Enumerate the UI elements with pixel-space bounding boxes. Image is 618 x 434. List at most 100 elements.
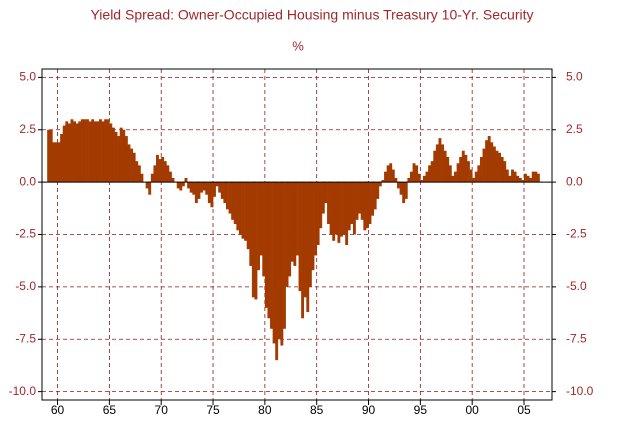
bar — [316, 182, 320, 245]
bar — [381, 180, 385, 183]
x-tick-label: 90 — [362, 403, 376, 417]
bar — [47, 129, 51, 183]
bar — [477, 165, 481, 183]
bar — [505, 169, 509, 183]
bar — [464, 154, 468, 183]
bar — [441, 144, 444, 183]
bar — [521, 180, 525, 183]
bar — [181, 182, 185, 187]
bar — [70, 119, 74, 183]
bar — [246, 182, 250, 250]
bar — [536, 173, 540, 183]
bar — [106, 119, 110, 183]
bar — [83, 119, 87, 183]
bar — [397, 182, 400, 189]
bar — [347, 182, 351, 231]
bar — [293, 182, 297, 266]
bar — [57, 142, 61, 183]
x-tick-label: 60 — [51, 403, 65, 417]
y-tick-label: 2.5 — [566, 122, 583, 136]
bar — [490, 142, 494, 183]
bar — [487, 136, 491, 183]
y-tick-label: -7.5 — [566, 331, 587, 345]
bar — [371, 182, 375, 216]
bar — [529, 177, 533, 183]
bar — [187, 182, 191, 189]
bar — [176, 182, 180, 189]
bar — [158, 159, 162, 183]
bar — [277, 182, 281, 340]
bar — [340, 182, 343, 237]
bar — [508, 175, 512, 183]
bar — [111, 127, 115, 183]
bar — [425, 171, 429, 183]
bar — [451, 175, 455, 183]
bar — [96, 121, 100, 183]
bar — [368, 182, 372, 225]
bar — [435, 144, 439, 183]
bar — [231, 182, 235, 220]
bar — [207, 182, 211, 204]
bar — [109, 123, 113, 183]
bar — [430, 161, 434, 183]
bar — [275, 182, 279, 361]
bar — [104, 119, 108, 183]
x-tick-label: 95 — [414, 403, 428, 417]
bar — [513, 171, 517, 183]
bar — [264, 182, 268, 308]
bar — [192, 182, 196, 195]
bar — [78, 121, 82, 183]
bar — [122, 129, 126, 183]
bar — [332, 182, 336, 241]
bar — [67, 123, 71, 183]
bar — [202, 182, 206, 191]
x-tick-label: 85 — [310, 403, 324, 417]
bar — [117, 136, 121, 183]
bar — [197, 182, 201, 199]
bar — [448, 165, 452, 183]
bar — [498, 152, 501, 183]
bar — [288, 182, 292, 277]
bar — [223, 182, 227, 204]
bar — [311, 182, 315, 271]
bar — [378, 182, 382, 187]
bar — [270, 182, 273, 329]
bar — [215, 182, 219, 187]
bar — [272, 182, 276, 344]
bar — [524, 173, 527, 183]
bar — [254, 182, 258, 300]
bar — [308, 182, 312, 287]
bar — [324, 182, 328, 204]
bar — [75, 123, 79, 183]
bar — [130, 148, 134, 183]
x-tick-label: 80 — [258, 403, 272, 417]
bar — [402, 182, 406, 204]
bar — [184, 177, 188, 183]
bar — [345, 182, 349, 245]
bar — [454, 171, 457, 183]
bar — [257, 182, 260, 271]
bar — [295, 182, 299, 256]
bar — [241, 182, 245, 239]
bar — [54, 142, 58, 183]
bar — [306, 182, 310, 313]
bar — [391, 169, 395, 183]
bar — [153, 165, 157, 183]
bar — [168, 171, 172, 183]
bar — [479, 156, 483, 183]
bar — [280, 182, 284, 346]
bar — [407, 177, 411, 183]
bar — [119, 127, 123, 183]
bar — [298, 182, 302, 292]
y-tick-label: 0.0 — [19, 174, 36, 188]
chart-subtitle: % — [292, 38, 304, 53]
bar — [485, 140, 489, 183]
bar — [194, 182, 198, 204]
bar — [433, 150, 437, 183]
bar — [233, 182, 237, 225]
bar — [244, 182, 248, 241]
bar — [251, 182, 255, 298]
bar — [220, 182, 224, 199]
chart-title: Yield Spread: Owner-Occupied Housing min… — [90, 7, 533, 23]
bar — [319, 182, 323, 229]
